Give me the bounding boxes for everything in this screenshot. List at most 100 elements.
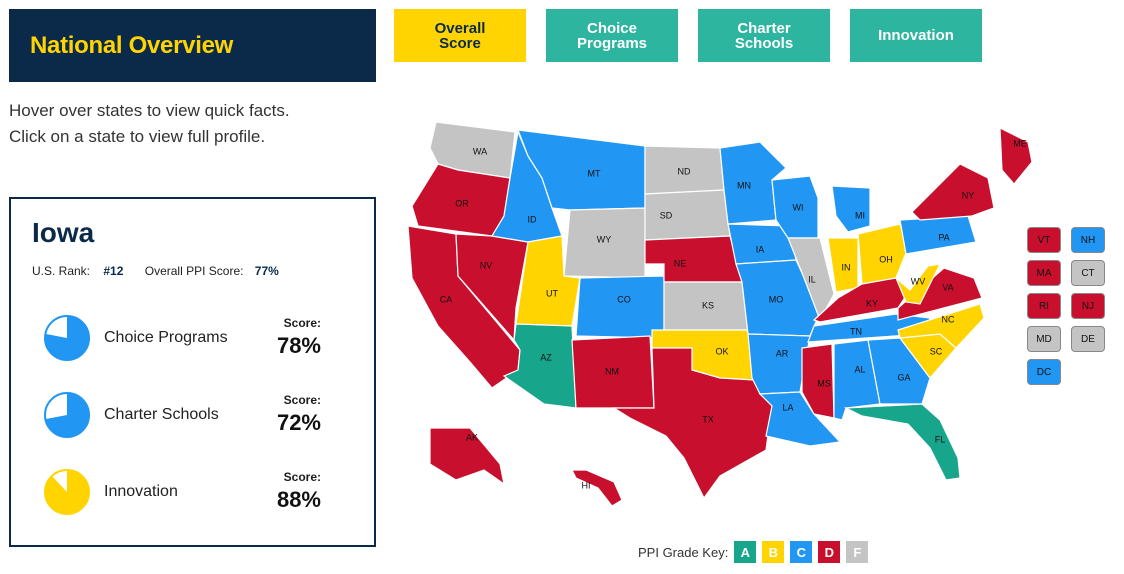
state-label: SC [930, 346, 943, 356]
small-state-dc[interactable]: DC [1027, 359, 1061, 385]
pie-fill [45, 393, 90, 437]
state-label: IA [756, 244, 765, 254]
instruction-line: Click on a state to view full profile. [9, 127, 266, 146]
state-label: MT [588, 168, 601, 178]
tab-label-line: Overall [434, 19, 486, 37]
small-state-vt[interactable]: VT [1027, 227, 1061, 253]
state-fl[interactable]: FL [843, 403, 961, 481]
state-ms[interactable]: MS [801, 343, 835, 419]
state-label: CA [440, 294, 453, 304]
state-shape [999, 127, 1033, 185]
state-va[interactable]: VA [897, 267, 983, 321]
rank-label: U.S. Rank: [32, 264, 91, 278]
tab-choice-programs[interactable]: Choice Programs [546, 9, 678, 62]
state-name: Iowa [32, 217, 95, 248]
state-tx[interactable]: TX [611, 347, 773, 500]
small-state-ma[interactable]: MA [1027, 260, 1061, 286]
state-label: AK [466, 432, 478, 442]
metric-label: Innovation [104, 483, 178, 500]
state-in[interactable]: IN [827, 237, 859, 293]
tab-label-line: Programs [576, 34, 648, 52]
grade-chip-f: F [846, 541, 869, 563]
innovation-pie-icon [44, 469, 90, 515]
state-label: FL [935, 434, 946, 444]
state-label: CO [617, 294, 631, 304]
state-wv[interactable]: WV [895, 263, 942, 305]
state-shape [758, 391, 842, 447]
tab-overall-score[interactable]: Overall Score [394, 9, 526, 62]
state-oh[interactable]: OH [857, 223, 909, 285]
ppi-value: 77% [254, 264, 279, 278]
tab-label-line: Charter [737, 19, 791, 37]
state-label: SD [660, 210, 673, 220]
state-ne[interactable]: NE [644, 235, 743, 283]
state-label: OK [715, 346, 728, 356]
state-hi[interactable]: HI [571, 469, 623, 507]
state-nc[interactable]: NC [897, 303, 985, 349]
tab-charter-schools[interactable]: Charter Schools [698, 9, 830, 62]
state-shape [831, 185, 871, 233]
state-label: KS [702, 300, 714, 310]
state-label: NM [605, 366, 619, 376]
small-state-de[interactable]: DE [1071, 326, 1105, 352]
state-co[interactable]: CO [575, 275, 665, 339]
state-label: GA [897, 372, 910, 382]
state-la[interactable]: LA [758, 391, 842, 447]
state-shape [911, 163, 995, 221]
instruction-line: Hover over states to view quick facts. [9, 101, 290, 120]
state-shape [644, 235, 743, 283]
us-map: WA OR CA NV ID MT WY UT AZ CO NM ND SD NE KS OK TX MN IA MO… [400, 108, 1040, 528]
small-state-ri[interactable]: RI [1027, 293, 1061, 319]
state-me[interactable]: ME [999, 127, 1033, 185]
metric-label: Charter Schools [104, 406, 219, 423]
state-shape [429, 427, 505, 486]
state-ks[interactable]: KS [663, 281, 749, 331]
tab-label-line: Choice [586, 19, 637, 37]
state-label: NV [480, 260, 493, 270]
state-nm[interactable]: NM [571, 335, 655, 409]
state-label: IL [808, 274, 816, 284]
state-label: MN [737, 180, 751, 190]
metric-choice-programs: Choice Programs Score: 78% [11, 309, 374, 369]
state-ny[interactable]: NY [911, 163, 995, 221]
small-state-nj[interactable]: NJ [1071, 293, 1105, 319]
grade-chip-a: A [734, 541, 757, 563]
state-shape [895, 263, 942, 305]
instructions: Hover over states to view quick facts. C… [9, 98, 290, 150]
state-shape [571, 469, 623, 507]
state-shape [801, 343, 835, 419]
state-label: MS [817, 378, 831, 388]
score-value: 88% [276, 487, 321, 512]
small-state-md[interactable]: MD [1027, 326, 1061, 352]
state-ar[interactable]: AR [747, 333, 811, 395]
state-shape [747, 333, 811, 395]
page-title: National Overview [9, 9, 376, 82]
state-sd[interactable]: SD [644, 189, 731, 241]
state-pa[interactable]: PA [899, 215, 977, 255]
ppi-label: Overall PPI Score: [144, 264, 244, 278]
state-label: WY [597, 234, 612, 244]
state-mi[interactable]: MI [831, 185, 871, 233]
score-caption: Score: [283, 470, 321, 484]
state-ga[interactable]: GA [867, 337, 931, 405]
page-title-text: National Overview [30, 31, 233, 59]
tab-label-line: Innovation [878, 27, 954, 44]
state-ak[interactable]: AK [429, 427, 505, 486]
metric-label: Choice Programs [104, 329, 228, 346]
state-label: AR [776, 348, 789, 358]
state-label: OH [879, 254, 893, 264]
small-state-nh[interactable]: NH [1071, 227, 1105, 253]
grade-chip-d: D [818, 541, 841, 563]
state-label: LA [782, 402, 793, 412]
state-nd[interactable]: ND [644, 145, 725, 195]
grade-chip-b: B [762, 541, 785, 563]
state-label: TX [702, 414, 714, 424]
state-shape [644, 189, 731, 241]
state-il[interactable]: IL [787, 237, 835, 322]
small-state-ct[interactable]: CT [1071, 260, 1105, 286]
tab-innovation[interactable]: Innovation [850, 9, 982, 62]
state-wy[interactable]: WY [563, 207, 646, 279]
state-shape [575, 275, 665, 339]
state-shape [897, 267, 983, 321]
state-label: UT [546, 288, 558, 298]
